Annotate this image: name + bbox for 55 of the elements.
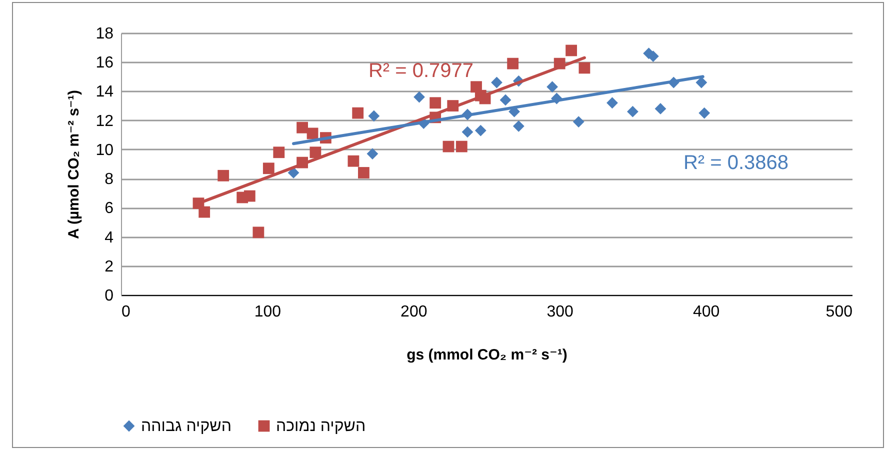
y-tick-label: 8	[104, 171, 114, 188]
point	[442, 140, 454, 152]
x-tick-label: 500	[826, 304, 853, 320]
y-axis-title: A (µmol CO₂ m⁻² s⁻¹)	[66, 90, 83, 239]
point	[296, 122, 308, 134]
legend-label: השקיה גבוהה	[141, 418, 232, 435]
point	[698, 107, 710, 119]
x-tick-label: 300	[546, 304, 574, 320]
point	[512, 120, 524, 132]
point	[696, 76, 708, 88]
annotation: R² = 0.7977	[368, 60, 474, 82]
point	[572, 116, 584, 128]
point	[218, 170, 230, 182]
annotation: R² = 0.3868	[683, 152, 789, 174]
point	[654, 102, 666, 114]
point	[578, 62, 590, 74]
legend-label: השקיה נמוכה	[276, 418, 366, 435]
x-tick-label: 0	[122, 304, 130, 320]
point	[430, 97, 442, 109]
y-tick-label: 16	[96, 54, 114, 72]
y-tick-label: 4	[104, 229, 114, 246]
point	[546, 81, 558, 93]
x-tick-label: 100	[254, 304, 282, 320]
y-tick-label: 0	[104, 288, 114, 304]
point	[474, 124, 486, 136]
point	[491, 76, 502, 88]
y-tick-label: 12	[96, 112, 114, 130]
y-tick-label: 6	[104, 200, 114, 218]
point	[566, 44, 577, 56]
x-tick-label: 200	[400, 304, 428, 320]
point	[462, 126, 474, 138]
point	[414, 91, 425, 103]
y-tick-label: 2	[104, 258, 114, 276]
y-tick-label: 18	[96, 26, 114, 42]
point	[262, 162, 274, 174]
point	[358, 167, 370, 178]
point	[198, 206, 210, 218]
point	[366, 148, 378, 160]
point	[352, 107, 364, 119]
point	[244, 190, 256, 202]
point	[306, 128, 318, 140]
point	[500, 94, 512, 106]
point	[252, 226, 264, 238]
point	[310, 146, 322, 158]
point	[273, 146, 285, 158]
x-axis-title: gs (mmol CO₂ m⁻² s⁻¹)	[406, 346, 568, 364]
point	[456, 140, 468, 152]
point	[348, 155, 360, 167]
point	[606, 97, 618, 109]
point	[368, 110, 380, 122]
y-tick-label: 14	[96, 84, 114, 101]
point	[627, 106, 638, 118]
x-tick-label: 400	[692, 304, 720, 320]
point	[507, 58, 519, 70]
y-tick-label: 10	[96, 142, 114, 159]
